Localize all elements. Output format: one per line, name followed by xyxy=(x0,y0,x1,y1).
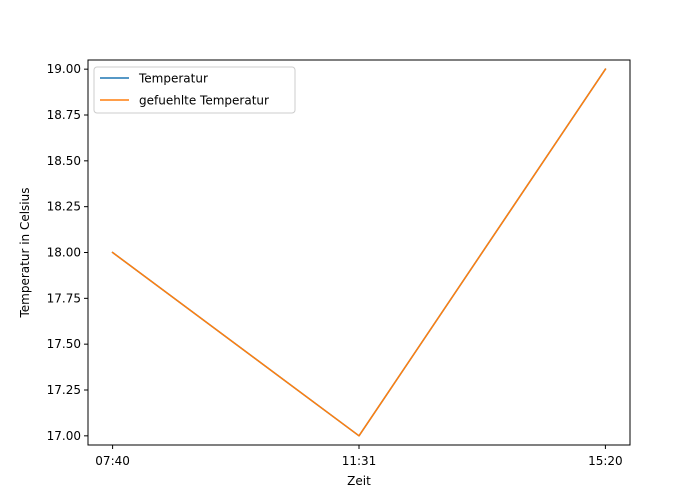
y-axis: 17.00 17.25 17.50 17.75 18.00 18.25 18.50 18.75… xyxy=(47,62,88,443)
y-tick-label: 17.75 xyxy=(47,291,81,305)
y-tick-label: 17.00 xyxy=(47,429,81,443)
y-axis-label: Temperatur in Celsius xyxy=(18,187,32,318)
y-tick-label: 18.50 xyxy=(47,154,81,168)
x-tick-label: 07:40 xyxy=(95,454,130,468)
y-tick-label: 18.75 xyxy=(47,108,81,122)
y-tick-label: 19.00 xyxy=(47,62,81,76)
legend-box xyxy=(93,66,296,114)
legend-label-2: gefuehlte Temperatur xyxy=(139,94,269,108)
y-tick-label: 17.50 xyxy=(47,337,81,351)
x-axis-label: Zeit xyxy=(347,474,371,488)
y-tick-label: 18.00 xyxy=(47,246,81,260)
x-tick-label: 15:20 xyxy=(588,454,623,468)
series-layer xyxy=(111,68,607,437)
x-axis: 07:40 11:31 15:20 xyxy=(95,445,623,468)
y-tick-label: 18.25 xyxy=(47,200,81,214)
legend: Temperatur gefuehlte Temperatur xyxy=(93,66,296,114)
legend-label-1: Temperatur xyxy=(138,72,208,86)
x-tick-label: 11:31 xyxy=(342,454,377,468)
y-tick-label: 17.25 xyxy=(47,383,81,397)
series-line-2 xyxy=(111,68,607,437)
